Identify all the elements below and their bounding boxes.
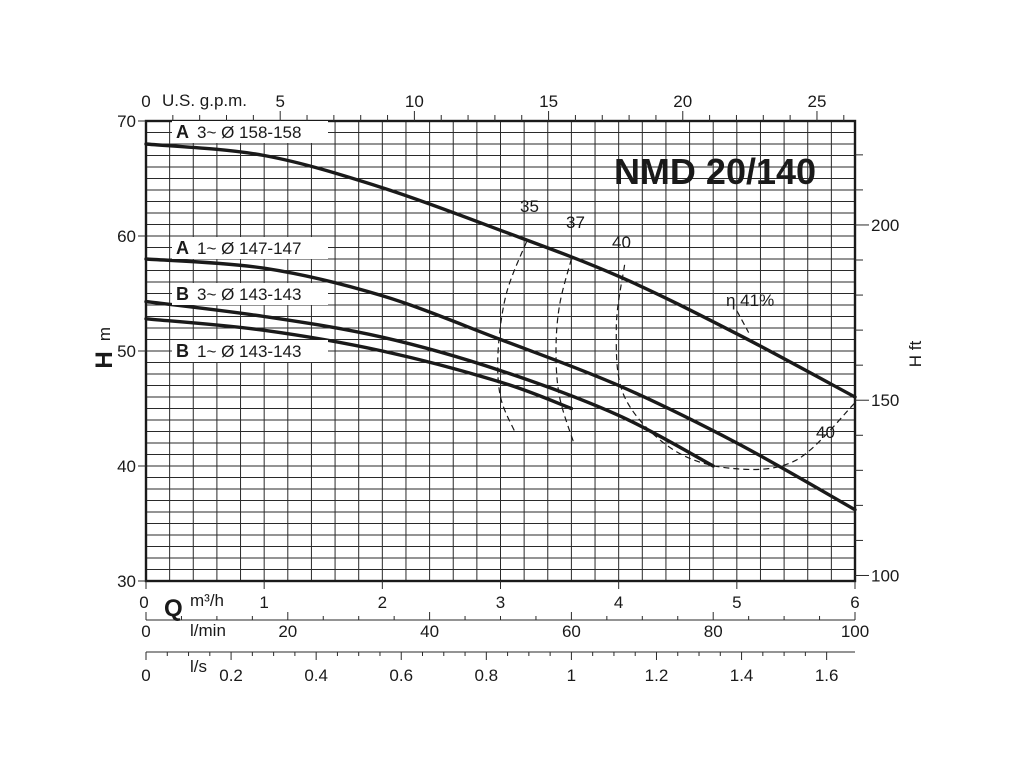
eff-label-37: 37 [566, 213, 585, 232]
right-axis-name: H ft [906, 341, 925, 368]
efficiency-contour [615, 264, 856, 471]
bottom-m3h-tick-label: 1 [259, 593, 268, 612]
bottom-lmin-tick-label: 0 [141, 622, 150, 641]
top-tick-label: 15 [539, 92, 558, 111]
bottom-m3h-tick-label: 2 [378, 593, 387, 612]
bottom-ls-tick-label: 0 [141, 666, 150, 685]
eff-label-40-right: 40 [816, 423, 835, 442]
bottom-ls-tick-label: 0.2 [219, 666, 243, 685]
q-unit-m3h: m³/h [190, 591, 224, 610]
curve-label-text: B 3~ Ø 143-143 [176, 284, 301, 304]
bottom-ls-tick-label: 1.4 [730, 666, 754, 685]
bottom-lmin-tick-label: 80 [704, 622, 723, 641]
chart-title: NMD 20/140 [614, 151, 816, 192]
curve-line [144, 142, 857, 399]
bottom-m3h-tick-label: 5 [732, 593, 741, 612]
curve-label: A 1~ Ø 147-147 [172, 237, 328, 259]
top-tick-label: 5 [275, 92, 284, 111]
curve-label-text: A 1~ Ø 147-147 [176, 238, 301, 258]
top-tick-label: 20 [673, 92, 692, 111]
bottom-ls-tick-label: 0.6 [389, 666, 413, 685]
curve-line [144, 317, 574, 411]
efficiency-contours [497, 241, 856, 471]
bottom-m3h-tick-label: 3 [496, 593, 505, 612]
bottom-ls-tick-label: 1 [567, 666, 576, 685]
right-tick-label: 200 [871, 216, 899, 235]
bottom-lmin-tick-label: 100 [841, 622, 869, 641]
top-tick-label: 0 [141, 92, 150, 111]
q-unit-ls: l/s [190, 657, 207, 676]
curve-label-bg [172, 340, 328, 362]
left-tick-label: 70 [117, 112, 136, 131]
left-axis-name: H [91, 351, 118, 368]
left-tick-label: 60 [117, 227, 136, 246]
left-tick-label: 40 [117, 457, 136, 476]
left-tick-label: 50 [117, 342, 136, 361]
left-axis-unit: m [95, 327, 114, 341]
efficiency-pointer [736, 310, 750, 333]
curve-label-bg [172, 237, 328, 259]
top-axis-unit: U.S. g.p.m. [162, 91, 247, 110]
grid [146, 121, 855, 581]
bottom-ls-tick-label: 1.2 [645, 666, 669, 685]
curve-line [144, 299, 715, 468]
pump-curves [144, 142, 857, 512]
bottom-lmin-tick-label: 40 [420, 622, 439, 641]
left-tick-label: 30 [117, 572, 136, 591]
right-tick-label: 150 [871, 391, 899, 410]
bottom-ls-tick-label: 0.8 [474, 666, 498, 685]
top-tick-label: 25 [808, 92, 827, 111]
efficiency-contour [497, 241, 528, 432]
bottom-m3h-tick-label: 4 [614, 593, 623, 612]
q-unit-lmin: l/min [190, 621, 226, 640]
bottom-lmin-tick-label: 20 [278, 622, 297, 641]
curve-line [144, 257, 857, 512]
top-tick-label: 10 [405, 92, 424, 111]
curve-label: A 3~ Ø 158-158 [172, 121, 328, 143]
curve-label-bg [172, 121, 328, 143]
bottom-m3h-tick-label: 0 [139, 593, 148, 612]
curve-label: B 1~ Ø 143-143 [172, 340, 328, 362]
eff-label-35: 35 [520, 197, 539, 216]
eff-label-40-top: 40 [612, 233, 631, 252]
eff-label-eta-41: η 41% [726, 291, 774, 310]
curve-label-text: B 1~ Ø 143-143 [176, 341, 301, 361]
bottom-m3h-tick-label: 6 [850, 593, 859, 612]
right-tick-label: 100 [871, 566, 899, 585]
efficiency-contour [555, 258, 575, 444]
curve-label: B 3~ Ø 143-143 [172, 283, 328, 305]
curve-labels: A 3~ Ø 158-158 A 1~ Ø 147-147 B 3~ Ø 143-143 B… [172, 121, 328, 362]
q-symbol: Q [164, 595, 183, 622]
curve-label-text: A 3~ Ø 158-158 [176, 122, 301, 142]
bottom-ls-tick-label: 1.6 [815, 666, 839, 685]
curve-label-bg [172, 283, 328, 305]
bottom-ls-tick-label: 0.4 [304, 666, 328, 685]
bottom-lmin-tick-label: 60 [562, 622, 581, 641]
